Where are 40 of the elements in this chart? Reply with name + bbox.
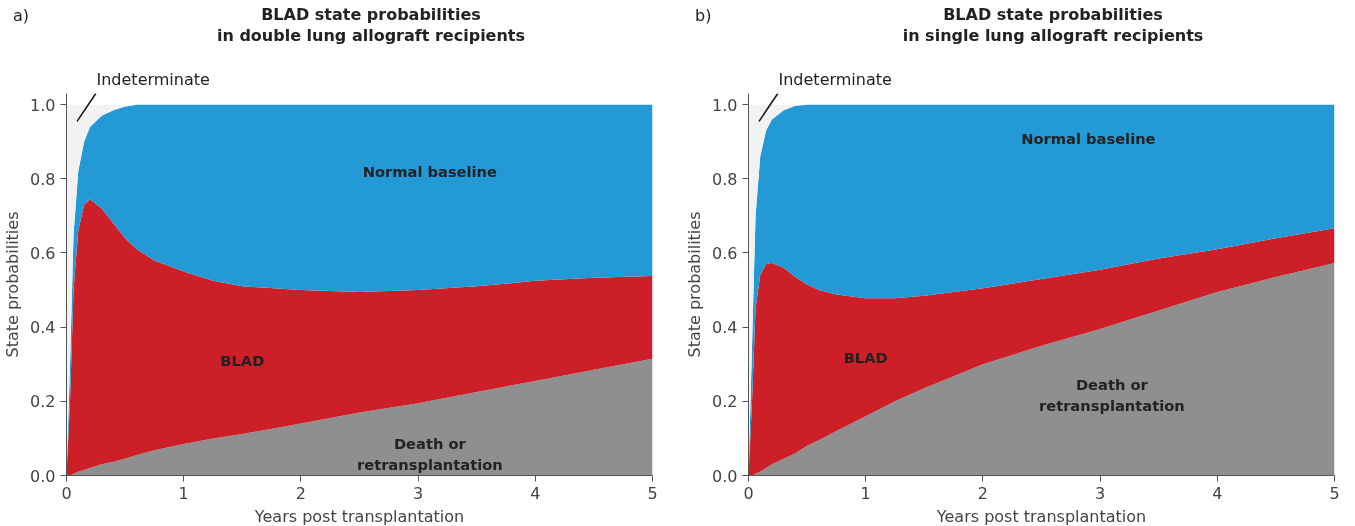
text: a) — [13, 5, 30, 27]
series-label: Death or retransplantation — [356, 435, 503, 474]
x-tick-label: 1 — [178, 483, 189, 503]
y-axis-title: State probabilities — [685, 211, 705, 358]
y-tick-label: 1.0 — [712, 95, 738, 115]
series-label: Indeterminate — [96, 69, 210, 89]
text: b) — [695, 5, 712, 27]
x-tick-label: 4 — [530, 483, 541, 503]
x-tick-label: 2 — [977, 483, 988, 503]
x-tick-label: 1 — [860, 483, 871, 503]
series-label: BLAD — [843, 348, 888, 366]
x-tick-label: 2 — [295, 483, 306, 503]
y-tick-label: 1.0 — [30, 95, 56, 115]
y-tick-label: 0.4 — [30, 318, 56, 338]
y-tick-label: 0.8 — [712, 169, 738, 189]
x-tick-label: 3 — [413, 483, 424, 503]
series-label: Normal baseline — [1021, 130, 1156, 148]
x-tick-label: 3 — [1095, 483, 1106, 503]
x-tick-label: 5 — [1329, 483, 1340, 503]
series-label: Death or retransplantation — [1038, 375, 1185, 414]
y-tick-label: 0.2 — [712, 392, 738, 412]
series-label: Normal baseline — [362, 162, 498, 180]
x-tick-label: 0 — [61, 483, 72, 503]
y-tick-label: 0.2 — [30, 392, 56, 412]
y-tick-label: 0.6 — [712, 243, 738, 263]
chart-title: BLAD state probabilities in double lung allograft recipients — [215, 5, 527, 47]
x-axis-title: Years post transplantation — [253, 506, 465, 526]
y-axis-title: State probabilities — [3, 211, 23, 358]
x-axis-title: Years post transplantation — [935, 506, 1147, 526]
y-tick-label: 0.0 — [30, 466, 56, 486]
chart-title: BLAD state probabilities in single lung allograft recipients — [901, 5, 1205, 47]
y-tick-label: 0.6 — [30, 243, 56, 263]
x-tick-label: 5 — [647, 483, 658, 503]
y-tick-label: 0.8 — [30, 169, 56, 189]
y-tick-label: 0.0 — [712, 466, 738, 486]
x-tick-label: 4 — [1212, 483, 1223, 503]
series-label: Indeterminate — [778, 69, 892, 89]
series-label: BLAD — [220, 351, 265, 369]
y-tick-label: 0.4 — [712, 318, 738, 338]
x-tick-label: 0 — [743, 483, 754, 503]
